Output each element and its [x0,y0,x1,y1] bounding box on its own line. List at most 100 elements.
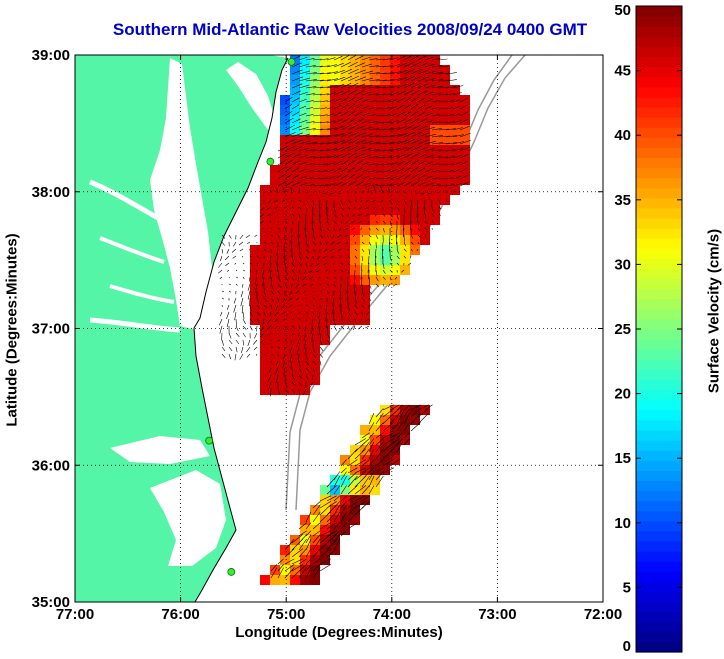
velocity-cell [380,195,390,205]
velocity-cell [440,125,450,135]
velocity-cell [320,495,330,505]
velocity-cell [380,415,390,425]
velocity-cell [270,345,280,355]
velocity-cell [350,295,360,305]
velocity-cell [450,105,460,115]
velocity-cell [340,215,350,225]
velocity-cell [300,65,310,75]
velocity-cell [380,245,390,255]
velocity-cell [300,175,310,185]
velocity-cell [440,135,450,145]
velocity-cell [280,105,290,115]
velocity-cell [280,225,290,235]
velocity-cell [350,235,360,245]
colorbar-swatch [636,127,682,138]
grid-lines [75,55,603,602]
velocity-cell [290,65,300,75]
velocity-cell [360,245,370,255]
velocity-cell [290,125,300,135]
velocity-cell [400,205,410,215]
velocity-cell [290,305,300,315]
colorbar-swatch [636,197,682,209]
velocity-cell [320,515,330,525]
velocity-cell [320,485,330,495]
colorbar-swatch [636,157,682,169]
velocity-cell [340,65,350,75]
velocity-cell [370,255,380,265]
velocity-cell [330,475,340,485]
velocity-cell [290,385,300,395]
velocity-cell [340,185,350,195]
colorbar-swatch [636,46,682,58]
velocity-cell [390,435,400,445]
velocity-cell [250,315,260,325]
velocity-cell [250,295,260,305]
colorbar-swatch [636,278,682,290]
velocity-cell [390,85,400,95]
velocity-cell [250,285,260,295]
velocity-cell [390,265,400,275]
velocity-cell [410,175,420,185]
velocity-cell [360,95,370,105]
colorbar-swatch [636,490,682,502]
velocity-cell [260,305,270,315]
velocity-cell [310,95,320,105]
velocity-cell [360,125,370,135]
velocity-cell [350,85,360,95]
colorbar-swatch [636,429,682,441]
velocity-cell [390,135,400,145]
velocity-cell [300,145,310,155]
velocity-cell [250,265,260,275]
velocity-cell [430,125,440,135]
velocity-cell [350,455,360,465]
velocity-cell [360,225,370,235]
velocity-cell [310,175,320,185]
velocity-cell [270,205,280,215]
velocity-cell [430,195,440,205]
velocity-cell [370,85,380,95]
velocity-cell [300,205,310,215]
velocity-cell [360,215,370,225]
velocity-cell [440,85,450,95]
velocity-cell [370,135,380,145]
colorbar-swatch [636,117,682,128]
velocity-cell [410,65,420,75]
velocity-cell [430,215,440,225]
velocity-cell [350,505,360,515]
velocity-cell [290,115,300,125]
colorbar-label: Surface Velocity (cm/s) [705,228,723,394]
velocity-cell [290,265,300,275]
colorbar-swatch [636,248,682,259]
velocity-cell [310,375,320,385]
colorbar-tick-label: 0 [623,638,631,655]
velocity-cell [320,55,330,65]
velocity-cell [370,195,380,205]
velocity-cell [340,115,350,125]
velocity-cell [320,195,330,205]
velocity-cell [400,255,410,265]
delaware-bay [226,62,276,130]
velocity-cell [460,165,470,175]
velocity-cell [300,525,310,535]
velocity-cell [340,135,350,145]
velocity-cell [350,225,360,235]
velocity-cell [320,65,330,75]
velocity-cell [360,285,370,295]
velocity-cell [460,155,470,165]
velocity-cell [420,95,430,105]
velocity-cell [350,155,360,165]
velocity-cell [330,295,340,305]
velocity-cell [350,255,360,265]
velocity-cell [330,315,340,325]
velocity-cell [460,115,470,125]
velocity-cell [400,75,410,85]
colorbar-swatch [636,379,682,391]
velocity-cell [260,335,270,345]
velocity-cell [270,275,280,285]
velocity-cell [280,285,290,295]
velocity-cell [300,355,310,365]
velocity-cell [260,275,270,285]
velocity-cell [380,255,390,265]
velocity-cell [440,105,450,115]
